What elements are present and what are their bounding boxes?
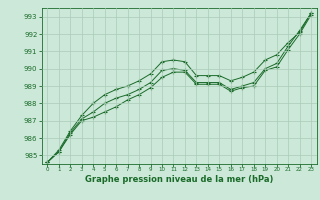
X-axis label: Graphe pression niveau de la mer (hPa): Graphe pression niveau de la mer (hPa) <box>85 175 273 184</box>
